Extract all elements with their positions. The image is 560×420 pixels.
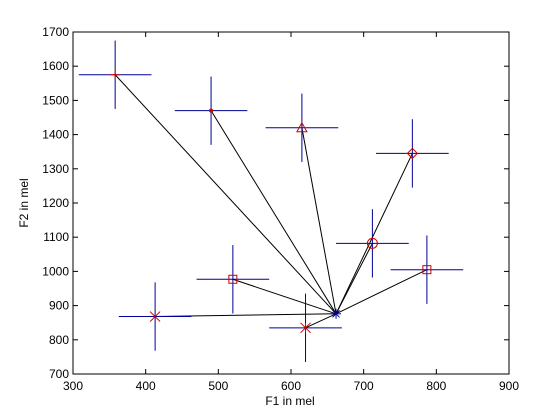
y-tick-label-1: 800 [49, 333, 69, 347]
data-point-3 [406, 147, 419, 160]
y-tick-label-4: 1100 [43, 230, 69, 244]
data-point-6 [228, 274, 238, 284]
connector-line-4 [335, 243, 373, 315]
y-tick-label-3: 1000 [42, 264, 69, 278]
connector-line-3 [335, 153, 413, 315]
y-tick-label-5: 1200 [42, 196, 69, 210]
x-tick-label-6: 900 [499, 379, 519, 393]
y-tick-label-0: 700 [49, 367, 69, 381]
y-tick-label-8: 1500 [42, 93, 69, 107]
x-tick-label-3: 600 [281, 379, 301, 393]
x-axis-label: F1 in mel [265, 394, 314, 408]
connector-line-1 [210, 110, 337, 315]
y-axis-label: F2 in mel [17, 178, 31, 227]
connector-line-6 [232, 278, 337, 315]
data-point-4 [366, 237, 378, 249]
axes: 300 400 500 600 700 800 900 700 800 900 1000 1100 12… [42, 25, 519, 393]
x-tick-label-5: 800 [426, 379, 446, 393]
data-point-0 [110, 69, 121, 80]
data-point-8 [300, 322, 311, 334]
x-tick-label-4: 700 [354, 379, 374, 393]
data-point-2 [296, 121, 308, 133]
connector-line-5 [335, 269, 428, 315]
connector-line-2 [301, 127, 337, 314]
connector-line-0 [114, 74, 337, 315]
y-tick-label-2: 900 [49, 299, 69, 313]
x-tick-label-1: 400 [136, 379, 156, 393]
data-point-5 [422, 265, 432, 275]
data-point-7 [149, 311, 161, 322]
axes-frame [72, 31, 510, 375]
y-tick-label-10: 1700 [42, 25, 69, 39]
connector-line-8 [305, 313, 337, 329]
x-tick-label-2: 500 [208, 379, 228, 393]
x-tick-label-0: 300 [63, 379, 83, 393]
y-tick-label-9: 1600 [42, 59, 69, 73]
y-tick-label-6: 1300 [42, 162, 69, 176]
data-point-1 [209, 108, 214, 113]
plot-area [78, 40, 464, 363]
center-point [331, 308, 342, 319]
y-tick-label-7: 1400 [42, 128, 69, 142]
